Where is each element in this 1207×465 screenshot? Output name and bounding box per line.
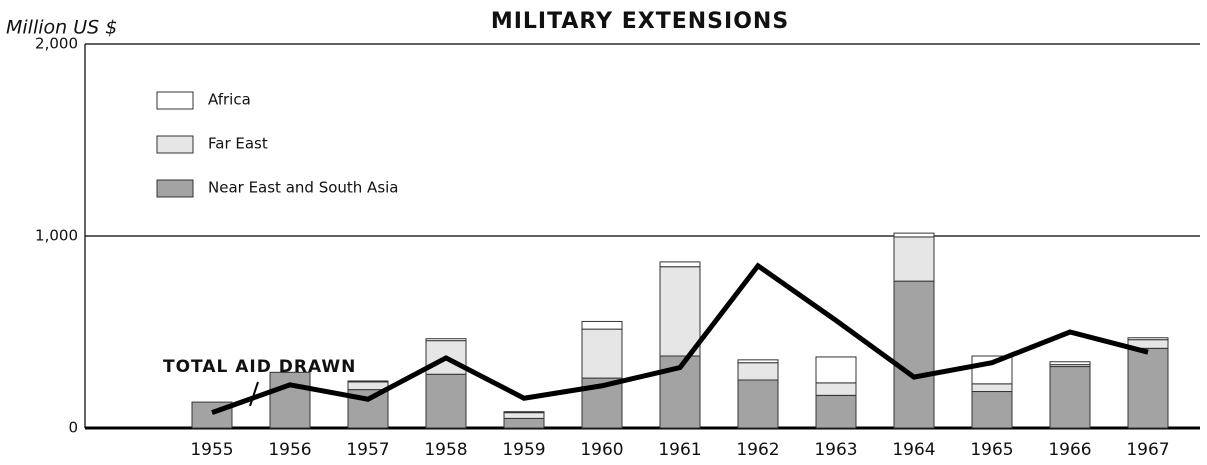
bar-segment [815, 394, 857, 429]
x-tick-label: 1965 [970, 440, 1013, 460]
bar-segment [503, 412, 545, 419]
x-tick-label: 1964 [892, 440, 935, 460]
bar-segment [893, 236, 935, 282]
bar-segment [269, 371, 311, 429]
x-tick-label: 1959 [502, 440, 545, 460]
x-tick-label: 1955 [190, 440, 233, 460]
x-tick-label: 1962 [736, 440, 779, 460]
bar-segment [581, 328, 623, 379]
x-tick-label: 1960 [580, 440, 623, 460]
bar-segment [425, 373, 467, 429]
bar-segment [1049, 361, 1091, 366]
bar-segment [1127, 337, 1169, 341]
bar-segment [971, 383, 1013, 393]
x-tick-label: 1957 [346, 440, 389, 460]
x-tick-label: 1967 [1126, 440, 1169, 460]
bar-segment [737, 362, 779, 381]
y-tick-label: 2,000 [35, 35, 78, 53]
bar-segment [347, 381, 389, 391]
legend-label: Near East and South Asia [208, 179, 399, 197]
bar-segment [1127, 347, 1169, 429]
bar-segment [503, 417, 545, 429]
bar-segment [1049, 366, 1091, 429]
bar-segment [425, 338, 467, 342]
bar-segment [659, 261, 701, 268]
legend-label: Far East [208, 135, 268, 153]
bar-segment [581, 320, 623, 330]
x-tick-label: 1958 [424, 440, 467, 460]
bar-segment [971, 391, 1013, 429]
legend-swatch [156, 91, 194, 110]
total-line [211, 262, 1149, 415]
y-tick-label: 1,000 [35, 227, 78, 245]
y-tick-label: 0 [68, 419, 78, 437]
legend-swatch [156, 179, 194, 198]
annotation-pointer [249, 381, 259, 407]
chart-title: MILITARY EXTENSIONS [491, 9, 789, 34]
bar-segment [737, 359, 779, 364]
bar-segment [893, 280, 935, 429]
bar-segment [347, 380, 389, 383]
x-tick-label: 1963 [814, 440, 857, 460]
bar-segment [815, 356, 857, 384]
bar-segment [737, 379, 779, 429]
bar-segment [503, 411, 545, 414]
legend-swatch [156, 135, 194, 154]
bar-segment [893, 232, 935, 238]
bar-segment [815, 382, 857, 396]
x-tick-label: 1961 [658, 440, 701, 460]
x-tick-label: 1956 [268, 440, 311, 460]
x-tick-label: 1966 [1048, 440, 1091, 460]
y-axis-label: Million US $ [6, 17, 117, 39]
bar-segment [659, 266, 701, 357]
legend-label: Africa [208, 91, 251, 109]
line-annotation: TOTAL AID DRAWN [163, 357, 356, 377]
